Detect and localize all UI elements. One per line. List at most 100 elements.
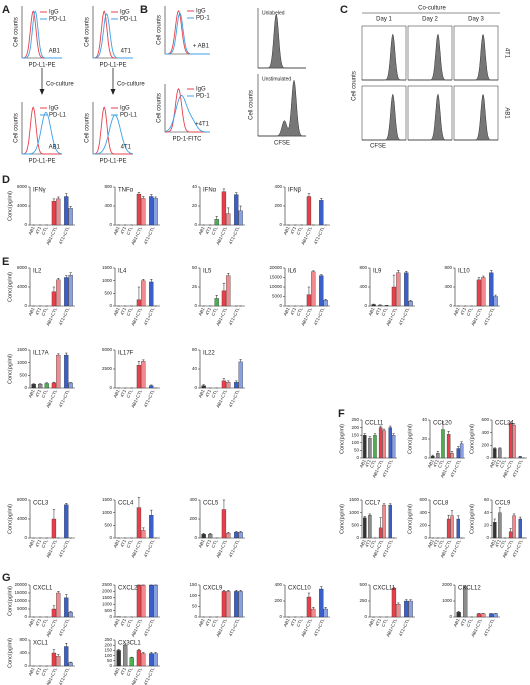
x-tick-label: AB1 [367, 306, 375, 316]
x-tick-label: 4T1 [432, 458, 440, 468]
y-tick-label: 2000 [102, 589, 113, 594]
y-tick-label: 2500 [102, 582, 113, 587]
error-bar [227, 532, 230, 534]
bar [238, 210, 243, 226]
histogram-frame [407, 85, 453, 141]
y-tick-label: 200 [419, 523, 427, 528]
bar [64, 196, 69, 226]
y-tick-label: 500 [104, 291, 112, 296]
y-tick-label: 8000 [17, 497, 28, 502]
y-tick-label: 1000 [349, 510, 360, 515]
bar [441, 429, 445, 459]
chart-title: CCL5 [203, 501, 219, 507]
cell-line: +4T1 [195, 122, 210, 128]
error-bar [363, 516, 367, 518]
y-tick-label: 400 [419, 510, 427, 515]
label: Cell counts [14, 113, 20, 143]
y-tick-label: 150 [189, 582, 197, 587]
y-tick-label: 0 [109, 222, 112, 227]
bar [214, 219, 219, 226]
chart-title: CXCL10 [288, 586, 311, 592]
y-tick-label: 0 [24, 385, 27, 390]
x-tick-label: AB1 [197, 388, 205, 398]
x-tick-label: 4T1+CTL [143, 538, 156, 558]
error-bar [57, 654, 60, 657]
y-tick-label: 250 [359, 598, 367, 603]
bar [493, 613, 498, 618]
bar [226, 382, 231, 389]
bar [149, 515, 154, 539]
error-bar [320, 274, 323, 276]
bar [311, 608, 316, 618]
y-tick-label: 1500 [17, 347, 28, 352]
bar [51, 382, 57, 389]
bar [56, 198, 61, 226]
legend-label: PD-L1 [120, 113, 138, 119]
panel-letter: A [2, 4, 10, 16]
error-bar [57, 353, 60, 356]
bar [459, 443, 464, 459]
axis-label: PD-L1-PE [28, 63, 55, 69]
chart-title: IL10 [458, 269, 470, 275]
x-tick-label: 4T1+CTL [58, 388, 71, 408]
bar [368, 438, 372, 459]
error-bar [69, 661, 72, 663]
bar [51, 608, 57, 618]
panel-letter: D [2, 174, 10, 186]
x-tick-label: 4T1+CTL [58, 666, 71, 685]
bar [129, 657, 134, 667]
error-bar [239, 205, 242, 211]
error-bar [52, 286, 56, 292]
chart-title: IL9 [373, 269, 382, 275]
y-tick-label: 20 [192, 203, 198, 208]
chart-title: CX3CL1 [118, 641, 141, 647]
y-tick-label: 400 [189, 497, 197, 502]
x-tick-label: 4T1 [289, 306, 297, 316]
error-bar [519, 516, 522, 519]
legend-label: PD-L1 [49, 113, 67, 119]
axis-label: CFSE [370, 144, 386, 150]
bar [391, 588, 397, 618]
axis-label: PD-L1-PE [28, 159, 55, 165]
bar [68, 274, 73, 307]
bar [149, 584, 154, 618]
bar [512, 424, 516, 459]
error-bar [52, 605, 56, 609]
y-tick-label: 0 [194, 385, 197, 390]
label: Conc(pg/ml) [339, 504, 345, 534]
bar [208, 534, 213, 539]
error-bar [222, 499, 226, 510]
error-bar [215, 295, 218, 299]
igg-curve [93, 106, 133, 155]
bar [306, 596, 312, 618]
legend-label: PD-1 [196, 94, 210, 100]
y-tick-label: 0 [24, 663, 27, 668]
bar [498, 448, 502, 459]
chart-title: IL17A [33, 351, 49, 357]
bar [56, 656, 61, 667]
error-bar [222, 282, 226, 291]
y-tick-label: 0 [24, 614, 27, 619]
y-tick-label: 500 [104, 608, 112, 613]
condition-label: Unlabeled [262, 10, 285, 16]
y-tick-label: 0 [356, 455, 359, 460]
label: Conc(pg/ml) [7, 272, 13, 302]
x-tick-label: AB1 [282, 306, 290, 316]
x-tick-label: AB1 [27, 306, 35, 316]
error-bar [363, 433, 367, 436]
x-tick-label: CTL [41, 388, 49, 398]
bar [64, 354, 69, 389]
bar [149, 281, 154, 307]
x-tick-label: CTL [296, 617, 304, 627]
label: Conc(pg/ml) [7, 191, 13, 221]
x-tick-label: 4T1+CTL [143, 388, 156, 408]
x-tick-label: AB1 [27, 225, 35, 235]
chart-title: CCL8 [433, 501, 449, 507]
x-tick-label: AB1 [27, 388, 35, 398]
y-tick-label: 2000 [442, 582, 453, 587]
bar [153, 198, 158, 226]
error-bar [397, 270, 400, 273]
bar [323, 608, 328, 618]
bar [408, 301, 413, 307]
bar [512, 515, 516, 539]
